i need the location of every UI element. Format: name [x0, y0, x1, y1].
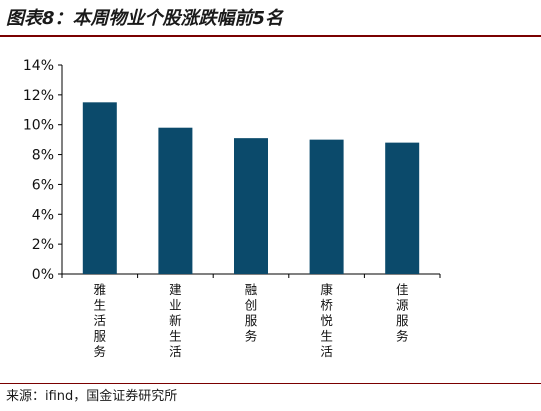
bar-chart: 0% 2% 4% 6% 8% 10% 12% 14% 雅生活服务 建业新生活 融创服务 康桥悦生活 佳源… [23, 58, 441, 359]
category-label: 雅生活服务 [94, 282, 107, 359]
y-tick-label: 0% [32, 267, 54, 283]
y-tick-label: 14% [23, 58, 54, 74]
bar [234, 138, 268, 274]
bar [82, 102, 117, 274]
y-tick-label: 2% [32, 237, 54, 253]
source-note: 来源：ifind，国金证券研究所 [6, 389, 178, 404]
y-tick-label: 6% [32, 177, 54, 193]
bar [385, 142, 420, 274]
title-divider [0, 35, 541, 37]
footer-divider [0, 383, 541, 384]
y-tick-label: 10% [23, 118, 54, 134]
chart-title: 图表8：本周物业个股涨跌幅前5名 [6, 8, 284, 29]
category-label: 康桥悦生活 [320, 282, 333, 359]
category-label: 融创服务 [245, 282, 258, 344]
bar [309, 139, 344, 274]
y-tick-label: 12% [23, 88, 54, 104]
y-tick-label: 8% [32, 148, 54, 164]
category-label: 建业新生活 [169, 282, 182, 359]
bar [158, 127, 193, 274]
category-label: 佳源服务 [396, 282, 409, 344]
y-tick-label: 4% [32, 207, 54, 223]
